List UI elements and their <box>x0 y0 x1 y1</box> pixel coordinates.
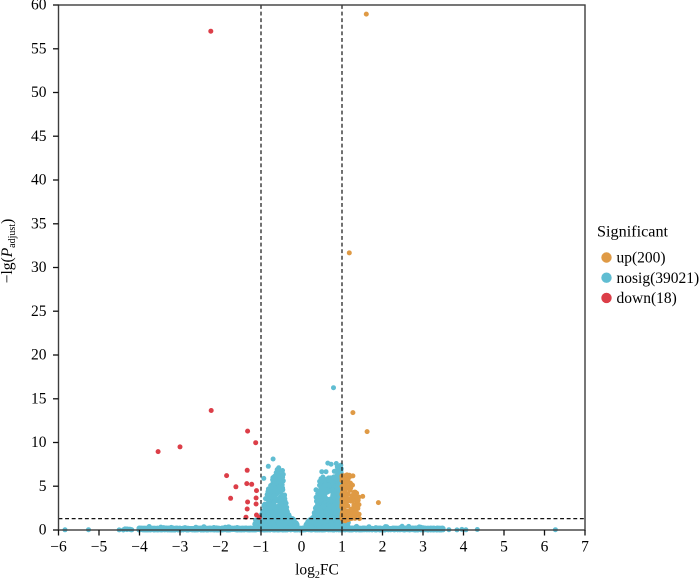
svg-text:−3: −3 <box>172 538 189 555</box>
svg-text:15: 15 <box>31 390 47 407</box>
svg-text:6: 6 <box>541 538 549 555</box>
svg-text:3: 3 <box>419 538 427 555</box>
svg-text:up(200): up(200) <box>617 250 666 267</box>
svg-text:0: 0 <box>298 538 306 555</box>
svg-text:5: 5 <box>500 538 508 555</box>
svg-text:40: 40 <box>31 172 47 189</box>
svg-text:5: 5 <box>39 478 47 495</box>
svg-text:7: 7 <box>581 538 589 555</box>
svg-text:log2FC: log2FC <box>295 561 339 581</box>
svg-text:−1: −1 <box>253 538 270 555</box>
svg-text:25: 25 <box>31 303 47 320</box>
svg-text:60: 60 <box>31 0 47 14</box>
svg-text:45: 45 <box>31 128 47 145</box>
svg-text:20: 20 <box>31 347 47 364</box>
svg-text:30: 30 <box>31 259 47 276</box>
svg-text:4: 4 <box>460 538 468 555</box>
svg-text:2: 2 <box>379 538 387 555</box>
svg-text:35: 35 <box>31 215 47 232</box>
svg-text:down(18): down(18) <box>617 290 677 307</box>
svg-text:10: 10 <box>31 434 47 451</box>
svg-text:55: 55 <box>31 40 47 57</box>
svg-text:−6: −6 <box>50 538 67 555</box>
svg-text:−5: −5 <box>91 538 108 555</box>
svg-text:1: 1 <box>338 538 346 555</box>
svg-text:50: 50 <box>31 84 47 101</box>
svg-text:Significant: Significant <box>597 223 669 241</box>
svg-text:−2: −2 <box>212 538 229 555</box>
svg-text:−4: −4 <box>131 538 148 555</box>
svg-text:0: 0 <box>39 522 47 539</box>
svg-text:nosig(39021): nosig(39021) <box>617 270 700 287</box>
